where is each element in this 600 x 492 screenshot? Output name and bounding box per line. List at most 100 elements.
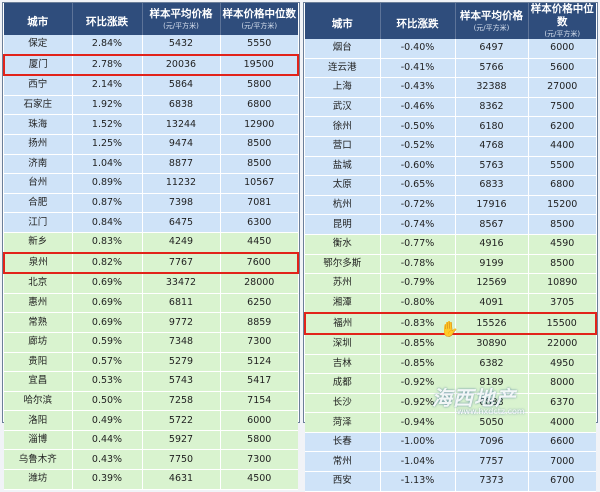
cell-city: 西宁 (4, 75, 72, 95)
cell-median: 27000 (528, 78, 596, 98)
table-row: 鄂尔多斯 -0.78% 9199 8500 (305, 254, 596, 274)
cell-mom: 0.69% (72, 273, 142, 293)
highlighted-table-row: 泉州 0.82% 7767 7600 (4, 253, 298, 274)
header-avg-price: 样本平均价格 (元/平方米) (142, 3, 220, 35)
cell-avg: 6497 (455, 39, 528, 58)
table-row: 营口 -0.52% 4768 4400 (305, 136, 596, 156)
cell-avg: 6811 (142, 293, 220, 313)
left-table-body: 保定 2.84% 5432 5550 厦门 2.78% 20036 19500 西宁 2.14% 5… (4, 35, 298, 489)
cell-mom: -0.79% (380, 274, 455, 294)
cell-mom: 0.82% (72, 253, 142, 274)
header-city: 城市 (305, 3, 380, 39)
cell-city: 北京 (4, 273, 72, 293)
cell-median: 6300 (220, 213, 298, 233)
cell-avg: 4249 (142, 232, 220, 252)
cell-avg: 5722 (142, 411, 220, 431)
cell-median: 19500 (220, 55, 298, 76)
table-row: 太原 -0.65% 6833 6800 (305, 176, 596, 196)
table-row: 常熟 0.69% 9772 8859 (4, 313, 298, 333)
cell-median: 4950 (528, 354, 596, 374)
cell-mom: 0.53% (72, 372, 142, 392)
header-mom: 环比涨跌 (380, 3, 455, 39)
cell-city: 营口 (305, 136, 380, 156)
cell-median: 7081 (220, 193, 298, 213)
table-row: 淄博 0.44% 5927 5800 (4, 430, 298, 450)
header-mom: 环比涨跌 (72, 3, 142, 35)
cell-avg: 11232 (142, 174, 220, 194)
table-header-row: 城市 环比涨跌 样本平均价格 (元/平方米) 样本价格中位数 (元/平方米) (305, 3, 596, 39)
cell-avg: 4916 (455, 234, 528, 254)
right-table-panel: 城市 环比涨跌 样本平均价格 (元/平方米) 样本价格中位数 (元/平方米) 烟台 -… (303, 2, 598, 423)
table-row: 衡水 -0.77% 4916 4590 (305, 234, 596, 254)
table-row: 烟台 -0.40% 6497 6000 (305, 39, 596, 58)
cell-mom: -0.80% (380, 293, 455, 313)
cell-avg: 9474 (142, 134, 220, 154)
cell-median: 28000 (220, 273, 298, 293)
cell-avg: 6180 (455, 117, 528, 137)
cell-city: 厦门 (4, 55, 72, 76)
cell-avg: 4631 (142, 470, 220, 490)
table-row: 惠州 0.69% 6811 6250 (4, 293, 298, 313)
table-row: 昆明 -0.74% 8567 8500 (305, 215, 596, 235)
cell-city: 苏州 (305, 274, 380, 294)
cell-avg: 5864 (142, 75, 220, 95)
cell-city: 江门 (4, 213, 72, 233)
table-row: 石家庄 1.92% 6838 6800 (4, 95, 298, 115)
table-row: 廊坊 0.59% 7348 7300 (4, 332, 298, 352)
table-row: 湘潭 -0.80% 4091 3705 (305, 293, 596, 313)
cell-avg: 30890 (455, 334, 528, 354)
table-row: 徐州 -0.50% 6180 6200 (305, 117, 596, 137)
cell-avg: 8877 (142, 154, 220, 174)
cell-city: 深圳 (305, 334, 380, 354)
cell-city: 保定 (4, 35, 72, 55)
cell-avg: 7348 (142, 332, 220, 352)
cell-median: 7300 (220, 332, 298, 352)
cell-median: 10567 (220, 174, 298, 194)
cell-city: 台州 (4, 174, 72, 194)
cell-city: 常州 (305, 452, 380, 472)
cell-mom: 0.50% (72, 391, 142, 411)
cell-city: 扬州 (4, 134, 72, 154)
cell-median: 6200 (528, 117, 596, 137)
cell-city: 衡水 (305, 234, 380, 254)
cell-avg: 6382 (455, 354, 528, 374)
cell-mom: -0.78% (380, 254, 455, 274)
table-row: 北京 0.69% 33472 28000 (4, 273, 298, 293)
cell-median: 6250 (220, 293, 298, 313)
cell-avg: 6838 (142, 95, 220, 115)
table-row: 长春 -1.00% 7096 6600 (305, 432, 596, 452)
table-row: 上海 -0.43% 32388 27000 (305, 78, 596, 98)
cell-mom: -1.00% (380, 432, 455, 452)
cell-city: 潍坊 (4, 470, 72, 490)
cell-median: 7300 (220, 450, 298, 470)
price-table-container: 城市 环比涨跌 样本平均价格 (元/平方米) 样本价格中位数 (元/平方米) 保定 2… (2, 2, 598, 423)
cell-mom: 1.25% (72, 134, 142, 154)
header-city: 城市 (4, 3, 72, 35)
cell-mom: 0.49% (72, 411, 142, 431)
table-row: 宜昌 0.53% 5743 5417 (4, 372, 298, 392)
cell-mom: 0.59% (72, 332, 142, 352)
right-price-table: 城市 环比涨跌 样本平均价格 (元/平方米) 样本价格中位数 (元/平方米) 烟台 -… (304, 3, 597, 492)
cell-avg: 15526 (455, 313, 528, 334)
table-row: 潍坊 0.39% 4631 4500 (4, 470, 298, 490)
cell-avg: 20036 (142, 55, 220, 76)
cell-mom: 0.57% (72, 352, 142, 372)
cell-avg: 17916 (455, 195, 528, 215)
cell-median: 10890 (528, 274, 596, 294)
cell-median: 7000 (528, 452, 596, 472)
cell-median: 15500 (528, 313, 596, 334)
cell-avg: 5763 (455, 156, 528, 176)
cell-mom: -0.60% (380, 156, 455, 176)
cell-city: 杭州 (305, 195, 380, 215)
cell-city: 淄博 (4, 430, 72, 450)
table-row: 西宁 2.14% 5864 5800 (4, 75, 298, 95)
cell-median: 6800 (220, 95, 298, 115)
cell-mom: 2.14% (72, 75, 142, 95)
cell-city: 福州 (305, 313, 380, 334)
cell-mom: -1.04% (380, 452, 455, 472)
cell-city: 成都 (305, 374, 380, 394)
cell-mom: -0.40% (380, 39, 455, 58)
table-row: 新乡 0.83% 4249 4450 (4, 232, 298, 252)
cell-median: 4000 (528, 413, 596, 433)
cell-avg: 5432 (142, 35, 220, 55)
